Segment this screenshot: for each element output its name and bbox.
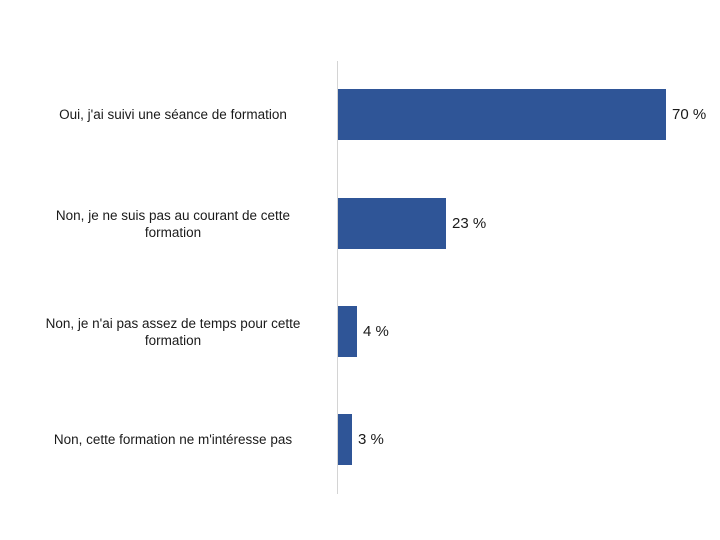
bar (338, 198, 446, 249)
category-label: Non, je ne suis pas au courant de cette … (23, 198, 323, 249)
category-label-line: Non, je ne suis pas au courant de cette (55, 207, 291, 223)
category-label-line: formation (144, 224, 202, 240)
category-label-line: Non, je n'ai pas assez de temps pour cet… (45, 315, 301, 331)
bar-row: Non, je ne suis pas au courant de cette … (0, 198, 720, 249)
value-label: 4 % (363, 323, 389, 340)
bar (338, 414, 352, 465)
bar (338, 89, 666, 140)
category-axis-line (337, 61, 338, 494)
category-label: Non, cette formation ne m'intéresse pas (23, 414, 323, 465)
category-label: Non, je n'ai pas assez de temps pour cet… (23, 306, 323, 357)
value-label: 3 % (358, 431, 384, 448)
bar-row: Non, cette formation ne m'intéresse pas … (0, 414, 720, 465)
category-label-line: Oui, j'ai suivi une séance de formation (59, 107, 287, 122)
category-label-line: formation (144, 332, 202, 348)
value-label: 70 % (672, 106, 707, 123)
category-label: Oui, j'ai suivi une séance de formation (23, 89, 323, 140)
category-label-line: Non, cette formation ne m'intéresse pas (53, 432, 293, 447)
value-label: 23 % (452, 215, 487, 232)
bar-row: Oui, j'ai suivi une séance de formation … (0, 89, 720, 140)
bar-row: Non, je n'ai pas assez de temps pour cet… (0, 306, 720, 357)
bar (338, 306, 357, 357)
